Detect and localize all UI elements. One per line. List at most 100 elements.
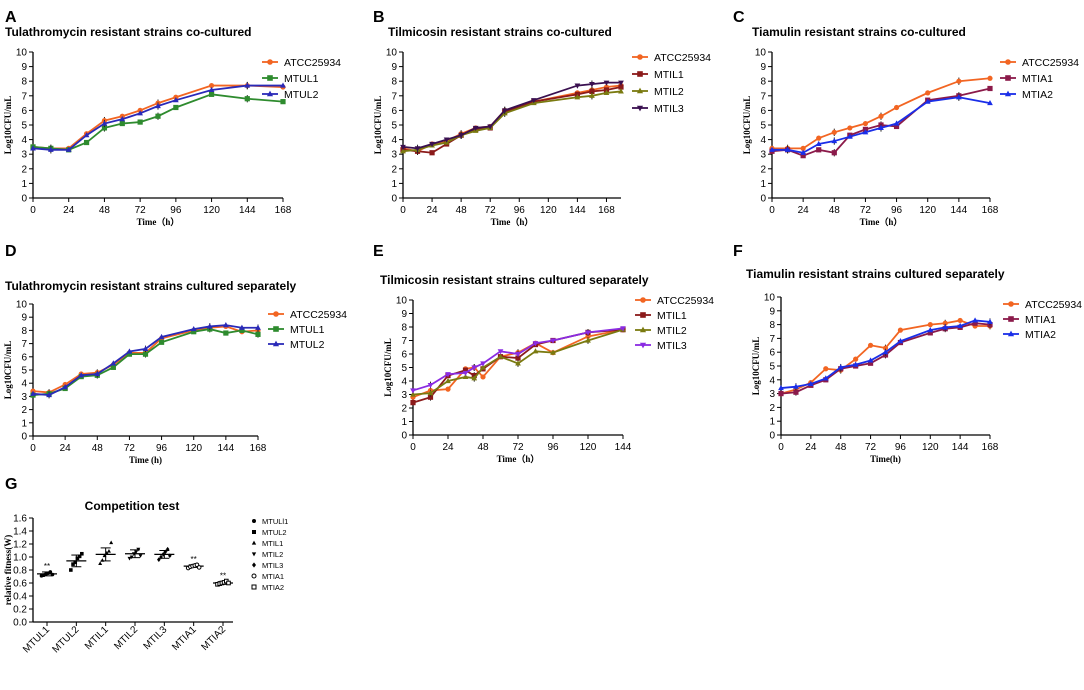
- data-point: [603, 89, 610, 95]
- legend-marker: [1008, 316, 1014, 322]
- legend-label: MTIL2: [657, 325, 687, 337]
- data-point: [942, 324, 949, 330]
- data-point: [867, 342, 874, 348]
- data-point: [77, 554, 82, 559]
- data-point: [471, 365, 478, 371]
- data-point: [480, 374, 486, 380]
- data-point: [129, 555, 134, 560]
- legend-label: MTIL1: [657, 310, 687, 322]
- data-point: [924, 98, 931, 104]
- data-point: [158, 333, 165, 340]
- data-point: [400, 144, 406, 151]
- data-point: [778, 384, 784, 391]
- data-point: [793, 389, 799, 395]
- x-tick-label: 72: [485, 205, 497, 216]
- y-tick-label: 8: [21, 77, 27, 88]
- data-point: [208, 91, 215, 97]
- series-line-mtia2: [772, 96, 991, 154]
- panel-d: D Tulathromycin resistant strains culture…: [3, 243, 347, 465]
- x-tick-label: 24: [442, 442, 454, 453]
- legend-marker: [267, 59, 273, 65]
- y-tick-label: 2: [21, 164, 27, 175]
- data-point: [497, 349, 504, 355]
- y-tick-label: 6: [21, 352, 27, 363]
- legend-marker: [639, 342, 647, 349]
- x-tick-label: MTIL1: [83, 624, 111, 652]
- y-tick-label: 1: [391, 179, 397, 190]
- x-tick-label: 24: [427, 205, 439, 216]
- y-tick-label: 8: [391, 77, 397, 88]
- chart-title: Tiamulin resistant strains cultured sepa…: [746, 267, 1005, 281]
- x-tick-label: 24: [63, 205, 75, 216]
- panel-e: E Tilmicosin resistant strains cultured s…: [373, 243, 714, 464]
- y-tick-label: 9: [21, 62, 27, 73]
- data-point: [585, 333, 591, 340]
- data-point: [882, 349, 889, 355]
- data-point: [480, 364, 486, 370]
- y-tick-label: 1: [21, 418, 27, 429]
- x-tick-label: 96: [547, 442, 559, 453]
- data-point: [942, 320, 948, 326]
- data-point: [126, 348, 133, 354]
- data-point: [837, 364, 844, 370]
- x-tick-label: 144: [218, 443, 235, 454]
- data-point: [893, 104, 900, 111]
- data-point: [480, 361, 486, 367]
- legend-label: MTIL3: [654, 103, 684, 115]
- y-tick-label: 2: [769, 403, 775, 414]
- chart-title: Tilmicosin resistant strains cultured se…: [380, 273, 649, 287]
- data-point: [46, 391, 52, 398]
- legend-marker: [1007, 330, 1015, 337]
- x-tick-label: 72: [124, 443, 136, 454]
- data-point: [862, 120, 869, 127]
- x-tick-label: 144: [615, 442, 632, 453]
- legend-label: MTIL3: [262, 561, 283, 570]
- legend-marker: [1004, 90, 1012, 97]
- data-point: [83, 139, 90, 146]
- x-tick-label: 144: [569, 205, 586, 216]
- data-point: [471, 375, 478, 381]
- legend-label: MTIL2: [654, 86, 684, 98]
- data-point: [102, 553, 107, 558]
- y-tick-label: 3: [21, 392, 27, 403]
- data-point: [239, 327, 245, 333]
- y-axis-label: Log10CFU/mL: [742, 96, 752, 155]
- data-point: [882, 345, 889, 351]
- series-line-atcc25934: [32, 325, 259, 394]
- x-tick-label: 96: [514, 205, 526, 216]
- panel-letter: D: [5, 243, 17, 260]
- y-tick-label: 7: [21, 339, 27, 350]
- legend-marker: [252, 519, 256, 523]
- y-tick-label: 4: [769, 375, 775, 386]
- y-tick-label: 10: [16, 48, 28, 59]
- data-point: [400, 148, 406, 154]
- y-axis-label: relative fitness(W): [3, 535, 13, 606]
- y-tick-label: 7: [401, 336, 407, 347]
- data-point: [427, 382, 434, 389]
- data-point: [458, 133, 464, 139]
- data-point: [119, 116, 126, 122]
- data-point: [847, 125, 853, 131]
- y-axis-label: Log10CFU/mL: [373, 96, 383, 155]
- legend-label: MTULl1: [262, 517, 288, 526]
- data-point: [445, 386, 451, 392]
- data-point: [410, 391, 416, 397]
- data-point: [414, 146, 421, 152]
- data-point: [487, 124, 494, 130]
- y-tick-label: 6: [769, 348, 775, 359]
- y-tick-label: 0: [21, 432, 27, 443]
- data-point: [168, 553, 172, 559]
- legend-label: MTUL1: [290, 324, 325, 336]
- legend-label: MTIA2: [262, 583, 284, 592]
- legend-marker: [1005, 59, 1011, 65]
- y-tick-label: 2: [21, 405, 27, 416]
- data-point: [972, 320, 978, 326]
- panel-letter: C: [733, 9, 745, 26]
- legend-marker: [267, 75, 273, 81]
- y-tick-label: 1.4: [13, 527, 27, 538]
- data-point: [280, 99, 286, 105]
- x-tick-label: 48: [835, 442, 847, 453]
- x-tick-label: MTUL2: [50, 624, 81, 655]
- data-point: [429, 150, 435, 156]
- x-tick-label: MTIL2: [112, 624, 140, 652]
